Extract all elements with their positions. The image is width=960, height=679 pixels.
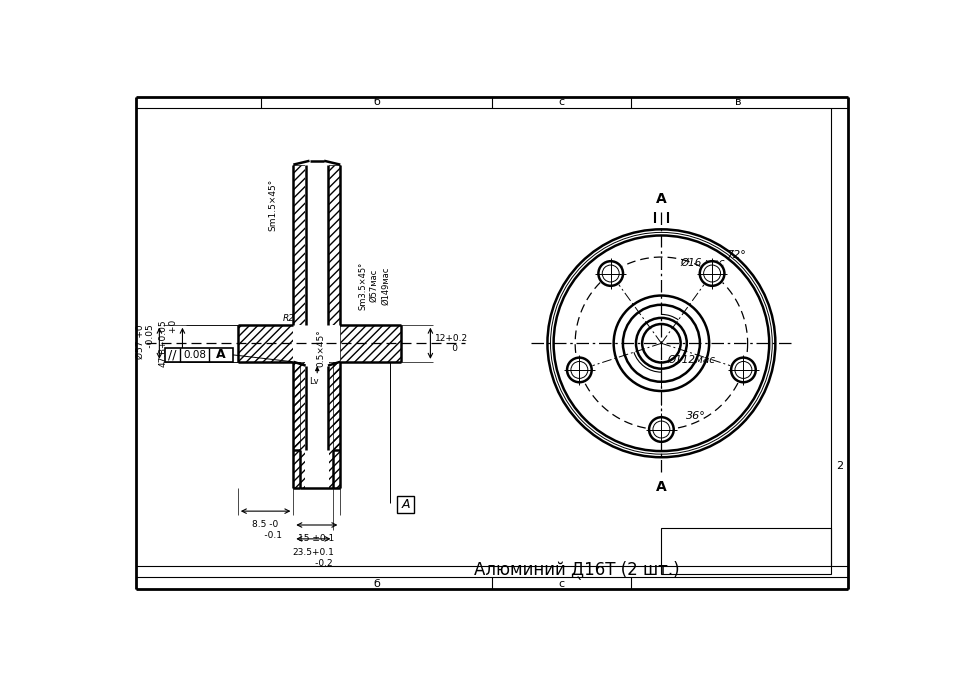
Bar [238,325,294,362]
Text: 23.5+0.1
       -0.2: 23.5+0.1 -0.2 [293,548,334,568]
Text: б: б [373,97,380,107]
Bar [328,164,340,325]
Text: Ø149мас: Ø149мас [381,266,390,305]
Circle shape [700,261,725,286]
Bar [165,348,232,362]
Text: 36°: 36° [686,411,706,422]
Text: с: с [558,579,564,589]
Text: 47.8+0.05
        +0: 47.8+0.05 +0 [158,319,178,367]
Text: Ø57 +0
     -0.05: Ø57 +0 -0.05 [135,325,155,362]
Circle shape [597,259,625,287]
Circle shape [698,259,726,287]
Text: Lv: Lv [309,377,319,386]
Text: Sm1.5×45°: Sm1.5×45° [269,179,277,231]
Bar [328,362,340,488]
Text: Алюминий Д̖16Т (2 шт.): Алюминий Д̖16Т (2 шт.) [474,561,680,580]
Text: A: A [401,498,410,511]
Text: 0.5×45°: 0.5×45° [317,329,325,367]
Text: Ø57мас: Ø57мас [370,269,378,302]
Bar [294,325,340,362]
Text: 12+0.2
      0: 12+0.2 0 [435,333,468,353]
Bar [305,161,328,492]
Text: 8.5 -0
     -0.1: 8.5 -0 -0.1 [250,520,281,540]
Circle shape [598,261,623,286]
Bar [397,496,414,513]
Circle shape [730,356,757,384]
Text: 2: 2 [836,462,843,471]
Circle shape [565,356,593,384]
Text: R2: R2 [283,314,295,323]
Text: 0.08: 0.08 [183,350,206,360]
Text: 72°: 72° [727,250,747,260]
Text: А: А [656,480,667,494]
Bar [294,362,300,449]
Circle shape [567,358,591,382]
Text: A: A [216,348,226,361]
Text: Ø112мас: Ø112мас [667,355,715,365]
Text: б: б [373,579,380,589]
Text: 15 ±0.1: 15 ±0.1 [299,534,335,543]
Text: в: в [735,97,742,107]
Bar [234,149,405,496]
Text: //: // [168,348,177,361]
Text: Ø16 мас: Ø16 мас [680,258,725,268]
Text: с: с [558,97,564,107]
Bar [333,362,340,449]
Bar [294,164,305,325]
Bar [294,362,305,488]
Bar [340,325,401,362]
Text: Sm3.5×45°: Sm3.5×45° [359,261,368,310]
Circle shape [648,416,675,443]
Circle shape [649,417,674,442]
Text: А: А [656,192,667,206]
Circle shape [542,225,780,462]
Circle shape [732,358,756,382]
Bar [661,528,830,574]
